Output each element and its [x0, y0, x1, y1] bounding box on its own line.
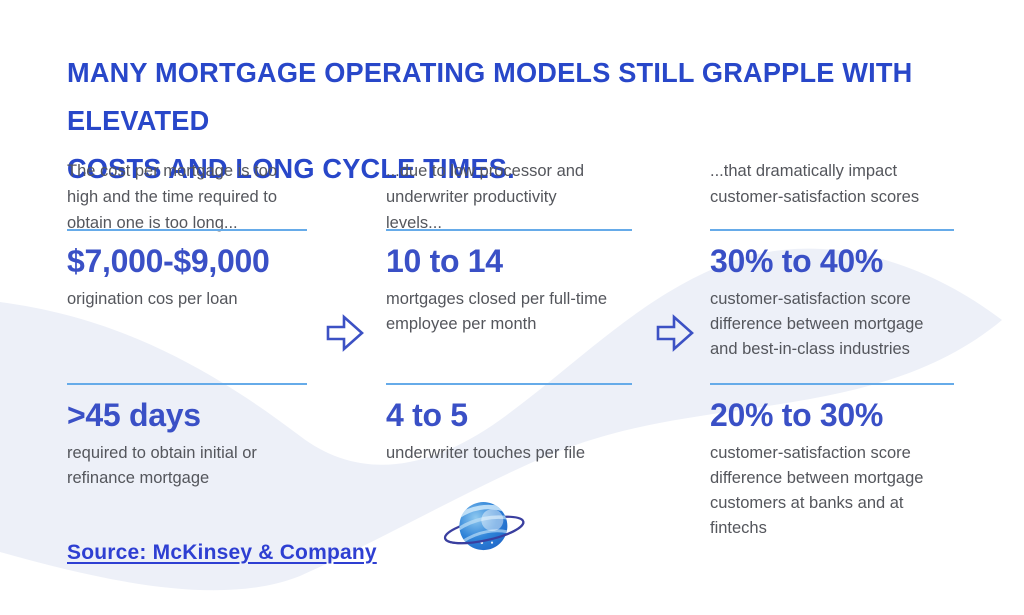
stat-divider [710, 383, 954, 385]
stat-value: 10 to 14 [386, 243, 503, 279]
column-productivity-intro: ...due to low processor and underwriter … [386, 161, 585, 232]
column-satisfaction-intro: ...that dramatically impact customer-sat… [710, 161, 920, 206]
stat-underwriter-touches: 4 to 5 underwriter touches per file [386, 383, 632, 466]
stat-satisfaction-gap-industries: 30% to 40% customer-satisfaction score d… [710, 229, 954, 362]
right-arrow-icon [325, 313, 365, 353]
column-satisfaction: ...that dramatically impact customer-sat… [710, 141, 954, 581]
stat-value: 30% to 40% [710, 243, 884, 279]
stat-caption: mortgages closed per full-time employee … [386, 290, 608, 333]
source-link[interactable]: Source: McKinsey & Company [67, 541, 377, 564]
stat-value: 4 to 5 [386, 397, 468, 433]
stat-value: 20% to 30% [710, 397, 884, 433]
stat-caption: origination cos per loan [67, 290, 238, 308]
column-productivity: ...due to low processor and underwriter … [386, 141, 632, 581]
page-title: MANY MORTGAGE OPERATING MODELS STILL GRA… [67, 49, 987, 193]
stat-divider [386, 229, 632, 231]
stat-days-required: >45 days required to obtain initial or r… [67, 383, 307, 491]
stat-caption: required to obtain initial or refinance … [67, 444, 257, 487]
stat-value: >45 days [67, 397, 201, 433]
stat-satisfaction-gap-fintechs: 20% to 30% customer-satisfaction score d… [710, 383, 954, 541]
stat-divider [67, 383, 307, 385]
stat-value: $7,000-$9,000 [67, 243, 270, 279]
page-title-line1: MANY MORTGAGE OPERATING MODELS STILL GRA… [67, 56, 913, 136]
page-title-line2: COSTS AND LONG CYCLE TIMES. [67, 152, 515, 184]
stat-caption: customer-satisfaction score difference b… [710, 444, 924, 537]
ringed-planet-icon [437, 489, 533, 565]
stat-divider [67, 229, 307, 231]
column-cost-intro: The cost per mortgage is too high and th… [67, 161, 278, 232]
stat-origination-cost: $7,000-$9,000 origination cos per loan [67, 229, 307, 312]
stat-mortgages-closed: 10 to 14 mortgages closed per full-time … [386, 229, 632, 337]
column-cost: The cost per mortgage is too high and th… [67, 141, 307, 581]
stat-caption: customer-satisfaction score difference b… [710, 290, 924, 358]
stat-divider [386, 383, 632, 385]
stat-caption: underwriter touches per file [386, 444, 586, 462]
right-arrow-icon [655, 313, 695, 353]
stat-divider [710, 229, 954, 231]
